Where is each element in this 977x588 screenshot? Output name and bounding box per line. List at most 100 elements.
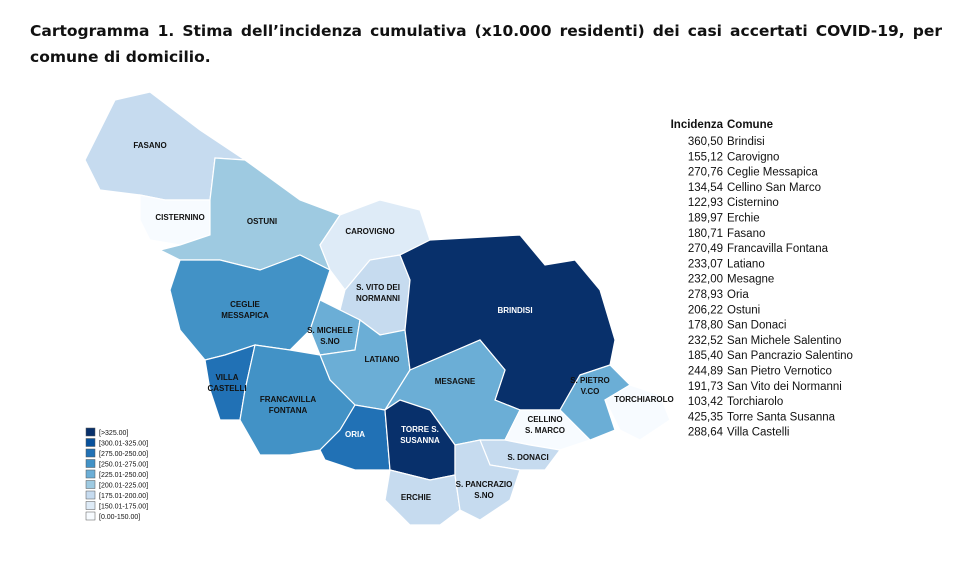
table-header: Comune — [727, 119, 773, 131]
region-label: S. VITO DEI — [356, 283, 400, 292]
table-cell: San Vito dei Normanni — [727, 381, 842, 393]
table-cell: 206,22 — [688, 304, 723, 316]
legend-label: [150.01-175.00] — [99, 504, 148, 511]
table-cell: Oria — [727, 289, 749, 301]
map-labels: FASANO CISTERNINO OSTUNI CAROVIGNO CEGLIE MES… — [133, 141, 673, 502]
legend-label: [275.00-250.00] — [99, 451, 148, 458]
legend-label: [175.01-200.00] — [99, 493, 148, 500]
legend-label: [225.01-250.00] — [99, 472, 148, 479]
table-cell: 185,40 — [688, 350, 723, 362]
region-label: FASANO — [133, 141, 166, 150]
legend-label: [0.00-150.00] — [99, 514, 140, 521]
region-label: ORIA — [345, 430, 365, 439]
table-cell: Brindisi — [727, 136, 765, 148]
table-cell: Villa Castelli — [727, 427, 789, 439]
table-cell: San Michele Salentino — [727, 335, 841, 347]
region — [604, 384, 671, 441]
table: Incidenza Comune 360,50 Brindisi 155,12 Carov… — [671, 119, 853, 439]
table-cell: 232,00 — [688, 274, 723, 286]
table-cell: 122,93 — [688, 197, 723, 209]
table-cell: 134,54 — [688, 182, 724, 194]
table-cell: Fasano — [727, 228, 765, 240]
legend-swatch — [85, 469, 96, 479]
legend-label: [200.01-225.00] — [99, 483, 148, 490]
legend-swatch — [85, 480, 96, 489]
region-label: CAROVIGNO — [345, 227, 394, 236]
region — [169, 254, 331, 361]
region-label: CELLINO — [527, 415, 562, 424]
region-label: FRANCAVILLA — [260, 395, 317, 404]
table-cell: 178,80 — [688, 320, 723, 332]
table-cell: Cisternino — [727, 197, 779, 209]
region-label: S.NO — [474, 491, 494, 500]
table-cell: 244,89 — [688, 366, 723, 378]
region-label: LATIANO — [365, 355, 400, 364]
title: Cartogramma 1. Stima dell’incidenza cumu… — [30, 22, 942, 66]
table-cell: 233,07 — [688, 258, 723, 270]
region-label: BRINDISI — [497, 306, 532, 315]
table-cell: 191,73 — [688, 381, 723, 393]
legend-swatch — [85, 490, 96, 500]
region-label: V.CO — [581, 387, 600, 396]
region-label: S. DONACI — [507, 453, 548, 462]
region-label: TORRE S. — [401, 425, 439, 434]
region-label: MESAGNE — [435, 377, 476, 386]
region — [384, 469, 461, 526]
table-cell: Mesagne — [727, 274, 774, 286]
table-cell: 270,49 — [688, 243, 723, 255]
region-label: S. MARCO — [525, 426, 565, 435]
legend-label: [300.01-325.00] — [99, 441, 148, 448]
table-cell: Ceglie Messapica — [727, 167, 818, 179]
table-cell: 360,50 — [688, 136, 723, 148]
table-cell: 232,52 — [688, 335, 723, 347]
table-cell: 270,76 — [688, 167, 723, 179]
table-cell: Torre Santa Susanna — [727, 411, 836, 423]
table-header: Incidenza — [671, 119, 724, 131]
table-cell: 189,97 — [688, 213, 723, 225]
table-cell: Ostuni — [727, 304, 760, 316]
region-label: OSTUNI — [247, 217, 277, 226]
legend-swatch — [85, 501, 96, 510]
region-label: VILLA — [215, 373, 238, 382]
region-label: S.NO — [320, 337, 340, 346]
legend-label: [>325.00] — [99, 430, 128, 437]
legend-swatch — [85, 459, 96, 468]
legend-swatch — [85, 448, 96, 458]
region-label: S. PIETRO — [570, 376, 610, 385]
table-cell: Cellino San Marco — [727, 182, 821, 194]
table-cell: Francavilla Fontana — [727, 243, 829, 255]
region-label: NORMANNI — [356, 294, 400, 303]
map — [84, 91, 671, 526]
table-cell: 180,71 — [688, 228, 723, 240]
region-label: SUSANNA — [400, 436, 440, 445]
legend-swatch — [85, 511, 96, 521]
table-cell: San Pancrazio Salentino — [727, 350, 853, 362]
table-cell: 155,12 — [688, 151, 723, 163]
legend: [>325.00] [300.01-325.00] [275.00-250.00] [… — [85, 427, 148, 521]
region-label: S. PANCRAZIO — [456, 480, 513, 489]
region-label: ERCHIE — [401, 493, 432, 502]
table-cell: San Pietro Vernotico — [727, 366, 832, 378]
table-cell: 278,93 — [688, 289, 723, 301]
region-label: CASTELLI — [207, 384, 246, 393]
region-label: TORCHIAROLO — [614, 395, 673, 404]
legend-swatch — [85, 438, 96, 447]
table-cell: Erchie — [727, 213, 760, 225]
region — [319, 404, 391, 471]
table-cell: 425,35 — [688, 411, 723, 423]
region-label: CEGLIE — [230, 300, 260, 309]
table-cell: 103,42 — [688, 396, 723, 408]
table-cell: Carovigno — [727, 151, 779, 163]
table-cell: San Donaci — [727, 320, 786, 332]
table-cell: Latiano — [727, 258, 765, 270]
region — [454, 439, 521, 521]
legend-swatch — [85, 427, 96, 437]
region-label: MESSAPICA — [221, 311, 269, 320]
table-cell: 288,64 — [688, 427, 724, 439]
region-label: CISTERNINO — [155, 213, 204, 222]
region-label: S. MICHELE — [307, 326, 353, 335]
legend-label: [250.01-275.00] — [99, 462, 148, 469]
table-cell: Torchiarolo — [727, 396, 783, 408]
